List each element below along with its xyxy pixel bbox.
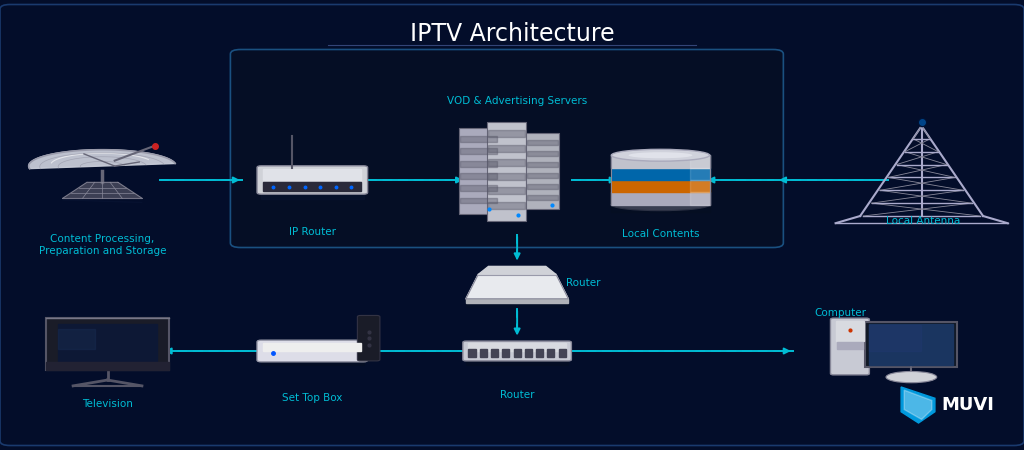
FancyBboxPatch shape: [46, 319, 169, 370]
Polygon shape: [527, 151, 558, 156]
Bar: [869, 324, 953, 365]
Polygon shape: [460, 185, 497, 191]
Polygon shape: [690, 155, 710, 168]
FancyBboxPatch shape: [487, 122, 526, 220]
Text: Content Processing,
Preparation and Storage: Content Processing, Preparation and Stor…: [39, 234, 166, 256]
Polygon shape: [263, 169, 361, 180]
Ellipse shape: [611, 149, 710, 161]
Polygon shape: [488, 188, 525, 194]
Polygon shape: [466, 303, 568, 307]
Text: Router: Router: [500, 390, 535, 400]
Polygon shape: [869, 325, 921, 351]
Polygon shape: [611, 168, 710, 180]
Polygon shape: [488, 202, 525, 209]
Polygon shape: [527, 162, 558, 167]
Polygon shape: [62, 200, 142, 202]
Polygon shape: [460, 148, 497, 154]
Polygon shape: [527, 184, 558, 189]
FancyBboxPatch shape: [257, 340, 368, 362]
FancyBboxPatch shape: [463, 341, 571, 361]
Polygon shape: [263, 343, 361, 351]
Polygon shape: [690, 193, 710, 205]
Polygon shape: [29, 150, 175, 169]
Polygon shape: [611, 180, 710, 193]
FancyBboxPatch shape: [526, 133, 559, 209]
Polygon shape: [611, 205, 710, 211]
Polygon shape: [611, 193, 710, 205]
FancyBboxPatch shape: [865, 322, 957, 367]
Polygon shape: [460, 173, 497, 179]
Text: Set Top Box: Set Top Box: [283, 393, 342, 403]
Text: IPTV Architecture: IPTV Architecture: [410, 22, 614, 46]
Polygon shape: [488, 173, 525, 180]
FancyBboxPatch shape: [830, 318, 869, 375]
Polygon shape: [261, 360, 364, 365]
Polygon shape: [488, 130, 525, 137]
Polygon shape: [537, 349, 543, 357]
FancyBboxPatch shape: [357, 315, 380, 361]
Text: Local Antenna: Local Antenna: [886, 216, 961, 225]
Ellipse shape: [611, 199, 710, 211]
Polygon shape: [527, 140, 558, 145]
Ellipse shape: [886, 372, 937, 382]
Polygon shape: [901, 387, 935, 423]
Polygon shape: [488, 144, 525, 152]
Polygon shape: [479, 349, 487, 357]
Polygon shape: [468, 343, 566, 351]
Polygon shape: [460, 198, 497, 203]
Text: Router: Router: [566, 279, 601, 288]
Ellipse shape: [629, 152, 692, 158]
Polygon shape: [527, 173, 558, 178]
Bar: [58, 324, 157, 365]
Text: VOD & Advertising Servers: VOD & Advertising Servers: [447, 96, 587, 106]
Polygon shape: [527, 195, 558, 200]
Polygon shape: [459, 214, 498, 220]
Polygon shape: [525, 349, 532, 357]
Polygon shape: [62, 182, 142, 198]
Polygon shape: [492, 349, 499, 357]
Text: Television: Television: [82, 399, 133, 409]
Polygon shape: [58, 329, 95, 349]
Polygon shape: [502, 349, 510, 357]
Polygon shape: [478, 266, 556, 274]
Polygon shape: [469, 349, 475, 357]
Polygon shape: [690, 180, 710, 193]
Polygon shape: [263, 183, 361, 192]
Polygon shape: [559, 349, 565, 357]
Polygon shape: [46, 362, 169, 370]
Polygon shape: [836, 321, 864, 341]
Text: Computer: Computer: [814, 308, 866, 318]
FancyBboxPatch shape: [257, 166, 368, 194]
Polygon shape: [466, 360, 568, 365]
Text: IP Router: IP Router: [289, 227, 336, 237]
FancyBboxPatch shape: [230, 50, 783, 248]
Polygon shape: [837, 342, 863, 349]
Text: MUVI: MUVI: [941, 396, 994, 414]
Text: Local Contents: Local Contents: [622, 229, 699, 239]
FancyBboxPatch shape: [459, 128, 498, 214]
Polygon shape: [514, 349, 520, 357]
Polygon shape: [487, 220, 526, 227]
Polygon shape: [526, 209, 559, 216]
Polygon shape: [460, 161, 497, 166]
Polygon shape: [460, 136, 497, 142]
Polygon shape: [904, 390, 932, 419]
Polygon shape: [488, 159, 525, 166]
Polygon shape: [466, 299, 568, 303]
Polygon shape: [690, 168, 710, 180]
Polygon shape: [548, 349, 555, 357]
Polygon shape: [466, 274, 568, 299]
Polygon shape: [611, 155, 710, 168]
